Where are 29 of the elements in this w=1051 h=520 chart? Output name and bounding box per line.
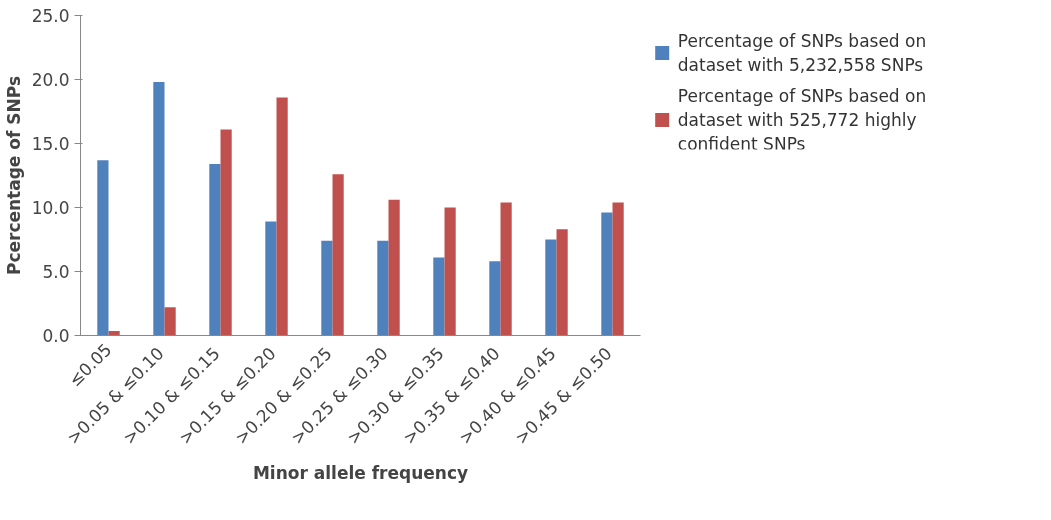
legend-label: Percentage of SNPs based on dataset with 5,232,558 SNPs: [677, 31, 927, 76]
bar: [489, 261, 501, 336]
bar: [433, 257, 445, 336]
y-tick-label: 5.0: [42, 262, 70, 282]
y-tick-label: 0.0: [42, 326, 70, 346]
x-axis-title: Minor allele frequency: [252, 463, 469, 484]
y-axis-title: Pcercentage of SNPs: [3, 75, 24, 276]
bar: [209, 163, 221, 336]
bar: [265, 221, 277, 336]
bar: [164, 307, 176, 336]
bar: [545, 239, 557, 336]
bar: [377, 240, 389, 336]
y-tick-label: 15.0: [31, 134, 70, 154]
bar: [612, 202, 624, 336]
bar: [444, 207, 456, 336]
bar: [388, 199, 400, 336]
bar: [332, 174, 344, 336]
y-tick-label: 10.0: [31, 198, 70, 218]
bar: [220, 129, 232, 336]
bar: [321, 240, 333, 336]
bar: [153, 82, 165, 336]
bar: [276, 97, 288, 336]
y-tick-label: 20.0: [31, 70, 70, 90]
bar: [500, 202, 512, 336]
legend-label: Percentage of SNPs based on dataset with 525,772 highly confident SNPs: [677, 86, 927, 155]
bar: [556, 229, 568, 336]
bar: [601, 212, 613, 336]
bar: [97, 160, 109, 336]
y-tick-label: 25.0: [31, 6, 70, 26]
